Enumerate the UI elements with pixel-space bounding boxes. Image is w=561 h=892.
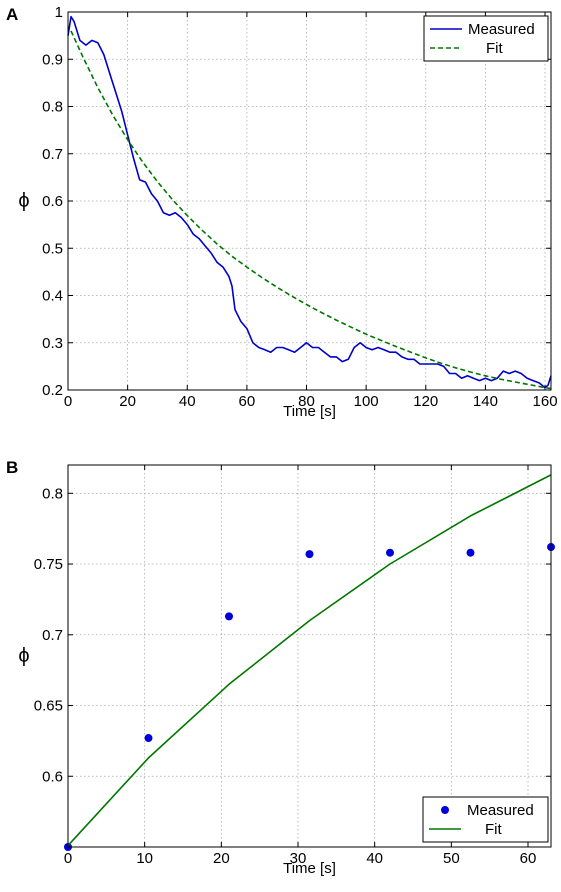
series-line-fit [67, 474, 552, 847]
panel-letter: B [6, 458, 18, 477]
legend-label: Fit [485, 821, 502, 838]
y-tick-label: 0.7 [42, 627, 63, 644]
y-tick-label: 0.75 [34, 556, 63, 573]
legend-label: Measured [468, 21, 535, 38]
x-tick-label: 100 [354, 393, 379, 410]
panel-letter: A [6, 5, 18, 24]
y-tick-label: 0.7 [42, 146, 63, 163]
y-axis-label: ϕ [18, 645, 29, 667]
data-point [386, 548, 394, 557]
series-line-measured [67, 15, 552, 389]
data-point [144, 734, 153, 743]
x-tick-label: 20 [213, 850, 230, 867]
x-axis-label: Time [s] [283, 403, 336, 420]
x-tick-label: 60 [239, 393, 256, 410]
legend-label: Measured [467, 802, 534, 819]
x-tick-label: 10 [136, 850, 153, 867]
panel-a-chart: 0 20 40 60 80 100 120 140 160 0.2 0.3 0.4 0.5 0.6 0.7 0… [6, 4, 558, 420]
y-axis-label: ϕ [18, 190, 29, 212]
legend-label: Fit [486, 40, 503, 57]
x-tick-label: 160 [533, 393, 558, 410]
x-tick-label: 0 [64, 393, 72, 410]
y-tick-label: 0.6 [42, 768, 63, 785]
y-tick-label: 0.65 [34, 698, 63, 715]
x-tick-label: 120 [413, 393, 438, 410]
x-tick-label: 50 [443, 850, 460, 867]
x-tick-label: 60 [520, 850, 537, 867]
panel-b-chart: 0 10 20 30 40 50 60 0.6 0.65 0.7 0.75 0.8 Time [s] ϕ B… [6, 458, 555, 877]
data-point [466, 548, 475, 557]
y-tick-label: 0.8 [42, 99, 63, 116]
y-tick-label: 0.4 [42, 288, 63, 305]
y-tick-label: 0.9 [42, 51, 63, 68]
x-tick-label: 30 [290, 850, 307, 867]
axes-frame [67, 464, 552, 848]
x-tick-label: 40 [366, 850, 383, 867]
x-tick-label: 20 [119, 393, 136, 410]
legend-box [423, 15, 549, 62]
x-tick-label: 80 [298, 393, 315, 410]
data-point [225, 612, 233, 621]
y-tick-label: 1 [55, 4, 63, 21]
x-axis-label: Time [s] [283, 860, 336, 877]
y-tick-label: 0.5 [42, 240, 63, 257]
plot-area [68, 465, 551, 847]
legend-box [422, 796, 549, 843]
legend-marker [441, 806, 449, 814]
axes-frame [67, 11, 552, 391]
x-tick-label: 40 [179, 393, 196, 410]
x-tick-label: 140 [473, 393, 498, 410]
y-tick-label: 0.2 [42, 382, 63, 399]
y-tick-label: 0.8 [42, 485, 63, 502]
x-tick-label: 0 [64, 850, 72, 867]
series-line-fit [70, 30, 552, 390]
y-tick-label: 0.3 [42, 335, 63, 352]
data-point [305, 550, 314, 559]
y-tick-label: 0.6 [42, 193, 63, 210]
